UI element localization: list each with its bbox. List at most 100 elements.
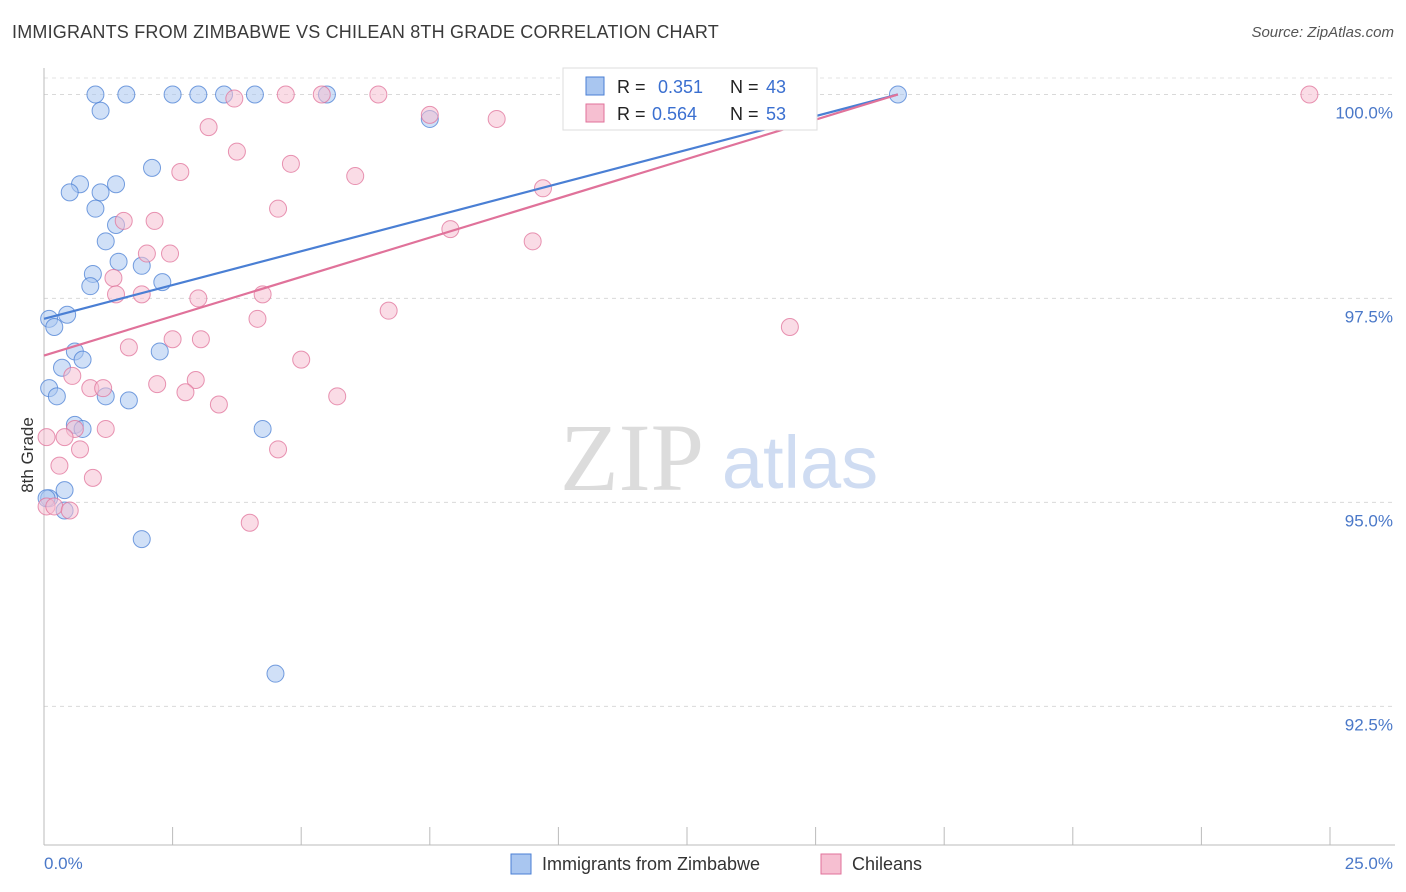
point-chileans: [96, 419, 115, 438]
point-zimbabwe: [143, 158, 162, 177]
point-chileans: [114, 211, 133, 230]
point-chileans: [369, 85, 388, 104]
stats-n-label-2: N =: [730, 104, 759, 124]
point-chileans: [104, 269, 123, 288]
stats-r-label-2: R =: [617, 104, 646, 124]
y-tick-label: 95.0%: [1345, 511, 1393, 530]
stats-swatch-zimbabwe: [585, 76, 605, 96]
legend-label-chileans: Chileans: [852, 854, 922, 874]
point-chileans: [83, 468, 102, 487]
gridlines: [44, 77, 1395, 707]
point-zimbabwe: [245, 85, 264, 104]
point-chileans: [191, 330, 210, 349]
point-zimbabwe: [150, 342, 169, 361]
point-zimbabwe: [163, 85, 182, 104]
stats-swatch-chileans: [585, 103, 605, 123]
point-chileans: [145, 211, 164, 230]
point-chileans: [225, 89, 244, 108]
point-chileans: [292, 350, 311, 369]
point-zimbabwe: [81, 277, 100, 296]
data-points: [37, 85, 1319, 683]
stats-n-value-1: 43: [766, 77, 786, 97]
point-zimbabwe: [45, 317, 64, 336]
point-chileans: [189, 289, 208, 308]
point-chileans: [281, 154, 300, 173]
axes: [43, 68, 1395, 846]
point-chileans: [94, 379, 113, 398]
point-chileans: [346, 167, 365, 186]
point-chileans: [50, 456, 69, 475]
point-chileans: [523, 232, 542, 251]
point-zimbabwe: [91, 101, 110, 120]
point-chileans: [45, 497, 64, 516]
chart-title: IMMIGRANTS FROM ZIMBABWE VS CHILEAN 8TH …: [12, 22, 719, 42]
point-zimbabwe: [86, 199, 105, 218]
point-chileans: [199, 118, 218, 137]
y-tick-label: 100.0%: [1335, 103, 1393, 122]
point-zimbabwe: [55, 481, 74, 500]
point-zimbabwe: [47, 387, 66, 406]
point-zimbabwe: [253, 419, 272, 438]
point-zimbabwe: [109, 252, 128, 271]
point-chileans: [1300, 85, 1319, 104]
point-chileans: [269, 440, 288, 459]
point-chileans: [328, 387, 347, 406]
stats-r-label-1: R =: [617, 77, 646, 97]
watermark-zip: ZIP: [560, 404, 704, 511]
point-chileans: [55, 428, 74, 447]
point-zimbabwe: [266, 664, 285, 683]
point-zimbabwe: [60, 183, 79, 202]
legend-swatch-chileans: [820, 853, 842, 875]
point-chileans: [176, 383, 195, 402]
point-chileans: [148, 375, 167, 394]
point-chileans: [171, 162, 190, 181]
tick-labels: 100.0% 97.5% 95.0% 92.5% 0.0% 25.0%: [44, 103, 1393, 873]
point-zimbabwe: [91, 183, 110, 202]
trendline-zimbabwe: [43, 93, 899, 320]
x-tick-label-max: 25.0%: [1345, 854, 1393, 873]
point-zimbabwe: [73, 350, 92, 369]
source-credit: Source: ZipAtlas.com: [1251, 24, 1394, 41]
point-zimbabwe: [132, 530, 151, 549]
stats-n-label-1: N =: [730, 77, 759, 97]
x-tick-label-min: 0.0%: [44, 854, 83, 873]
stats-r-value-1: 0.351: [658, 77, 703, 97]
point-chileans: [227, 142, 246, 161]
point-chileans: [780, 317, 799, 336]
point-chileans: [269, 199, 288, 218]
point-chileans: [379, 301, 398, 320]
stats-box: [562, 67, 818, 131]
point-chileans: [161, 244, 180, 263]
point-chileans: [163, 330, 182, 349]
point-chileans: [119, 338, 138, 357]
point-chileans: [63, 366, 82, 385]
watermark-atlas: atlas: [722, 421, 878, 504]
stats-r-value-2: 0.564: [652, 104, 697, 124]
point-zimbabwe: [86, 85, 105, 104]
point-chileans: [420, 105, 439, 124]
trend-lines: [43, 93, 899, 357]
stats-n-value-2: 53: [766, 104, 786, 124]
point-chileans: [487, 109, 506, 128]
point-chileans: [60, 501, 79, 520]
trendline-chileans: [43, 93, 899, 357]
point-chileans: [276, 85, 295, 104]
point-zimbabwe: [107, 175, 126, 194]
point-zimbabwe: [117, 85, 136, 104]
point-chileans: [312, 85, 331, 104]
point-chileans: [209, 395, 228, 414]
point-chileans: [248, 309, 267, 328]
stats-legend: R = 0.351 N = 43 R = 0.564 N = 53: [562, 67, 818, 131]
series-legend: Immigrants from Zimbabwe Chileans: [510, 853, 922, 875]
point-chileans: [240, 513, 259, 532]
point-zimbabwe: [119, 391, 138, 410]
y-axis-label: 8th Grade: [18, 417, 37, 493]
point-chileans: [186, 371, 205, 389]
legend-label-zimbabwe: Immigrants from Zimbabwe: [542, 854, 760, 874]
point-zimbabwe: [96, 232, 115, 251]
legend-swatch-zimbabwe: [510, 853, 532, 875]
point-chileans: [71, 440, 90, 459]
point-zimbabwe: [189, 85, 208, 104]
point-chileans: [37, 428, 56, 447]
